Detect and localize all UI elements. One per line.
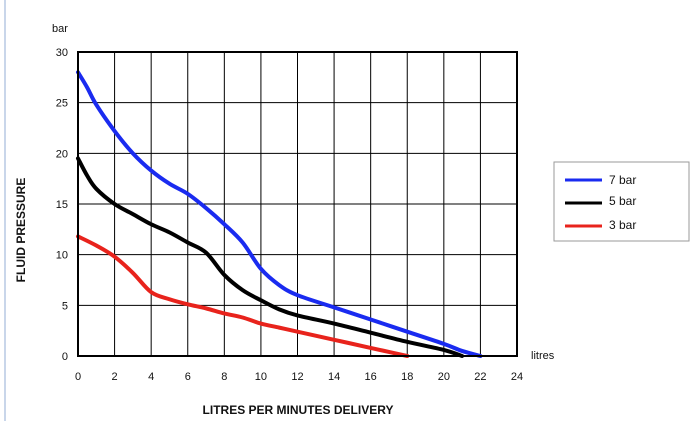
x-tick-label: 18: [401, 371, 413, 383]
y-tick-labels: 0 5 10 15 20 25 30: [56, 47, 68, 363]
legend-label-5-bar: 5 bar: [609, 194, 636, 208]
x-tick-label: 10: [255, 371, 267, 383]
legend-label-7-bar: 7 bar: [609, 173, 636, 187]
series-line-3-bar: [76, 234, 410, 358]
y-tick-label: 5: [62, 300, 68, 312]
x-unit-label: litres: [531, 350, 555, 362]
y-unit-label: bar: [52, 23, 68, 35]
x-tick-label: 24: [511, 371, 523, 383]
x-tick-label: 0: [75, 371, 81, 383]
page-left-border: [4, 0, 6, 421]
plot-frame: [77, 51, 518, 357]
x-axis-title: LITRES PER MINUTES DELIVERY: [203, 403, 394, 417]
y-tick-label: 10: [56, 250, 68, 262]
x-tick-label: 14: [328, 371, 340, 383]
x-tick-labels: 0 2 4 6 8 10 12 14 16 18 20 22 24: [75, 371, 523, 383]
legend-label-3-bar: 3 bar: [609, 218, 636, 232]
y-tick-label: 0: [62, 351, 68, 363]
x-tick-label: 22: [474, 371, 486, 383]
x-tick-label: 6: [185, 371, 191, 383]
series-line-7-bar: [76, 70, 483, 358]
x-tick-label: 2: [112, 371, 118, 383]
y-tick-label: 15: [56, 199, 68, 211]
legend: 7 bar 5 bar 3 bar: [553, 161, 690, 242]
y-axis-title: FLUID PRESSURE: [14, 178, 28, 283]
chart-grid: [77, 51, 518, 357]
chart-series-layer: [76, 70, 483, 358]
y-tick-label: 25: [56, 98, 68, 110]
x-tick-label: 4: [148, 371, 154, 383]
y-tick-label: 20: [56, 148, 68, 160]
x-tick-label: 16: [365, 371, 377, 383]
x-tick-label: 8: [221, 371, 227, 383]
series-line-5-bar: [76, 156, 465, 358]
y-tick-label: 30: [56, 47, 68, 59]
x-tick-label: 12: [291, 371, 303, 383]
x-tick-label: 20: [438, 371, 450, 383]
